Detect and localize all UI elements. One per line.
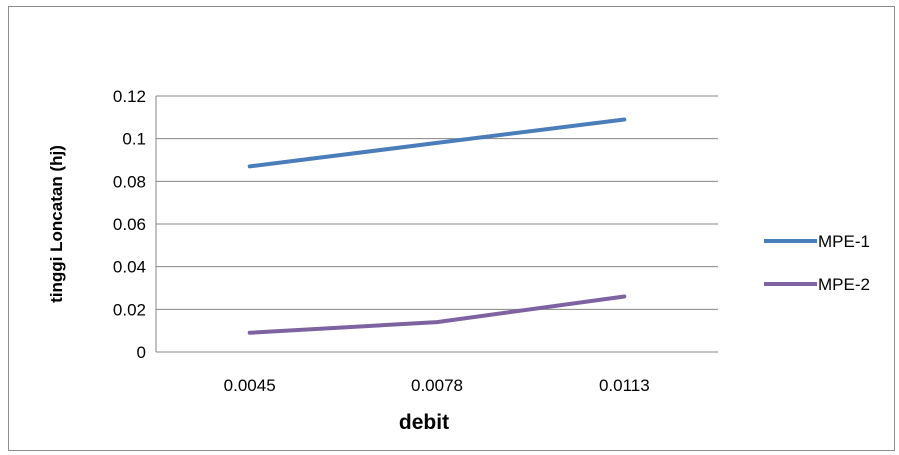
legend: MPE-1 MPE-2 xyxy=(764,232,870,294)
legend-label: MPE-2 xyxy=(818,275,870,294)
x-axis-tick-labels: 0.0045 0.0078 0.0113 xyxy=(224,376,650,395)
gridlines xyxy=(155,95,718,353)
y-tick-label: 0.02 xyxy=(113,300,146,319)
y-axis-title: tinggi Loncatan (hj) xyxy=(47,145,66,303)
x-tick-label: 0.0078 xyxy=(411,376,463,395)
y-tick-label: 0.06 xyxy=(113,215,146,234)
y-tick-label: 0.12 xyxy=(113,87,146,106)
y-tick-label: 0.08 xyxy=(113,172,146,191)
y-tick-label: 0.1 xyxy=(122,130,146,149)
series-line-mpe-2 xyxy=(247,294,627,335)
x-axis-title: debit xyxy=(399,411,449,434)
series-line-mpe-1 xyxy=(247,117,627,169)
x-tick-label: 0.0113 xyxy=(599,376,650,395)
x-tick-label: 0.0045 xyxy=(224,376,276,395)
legend-label: MPE-1 xyxy=(818,232,870,251)
y-tick-label: 0.04 xyxy=(113,258,146,277)
y-axis-tick-labels: 0 0.02 0.04 0.06 0.08 0.1 0.12 xyxy=(113,87,146,362)
y-tick-label: 0 xyxy=(137,343,146,362)
series-lines xyxy=(247,117,627,335)
